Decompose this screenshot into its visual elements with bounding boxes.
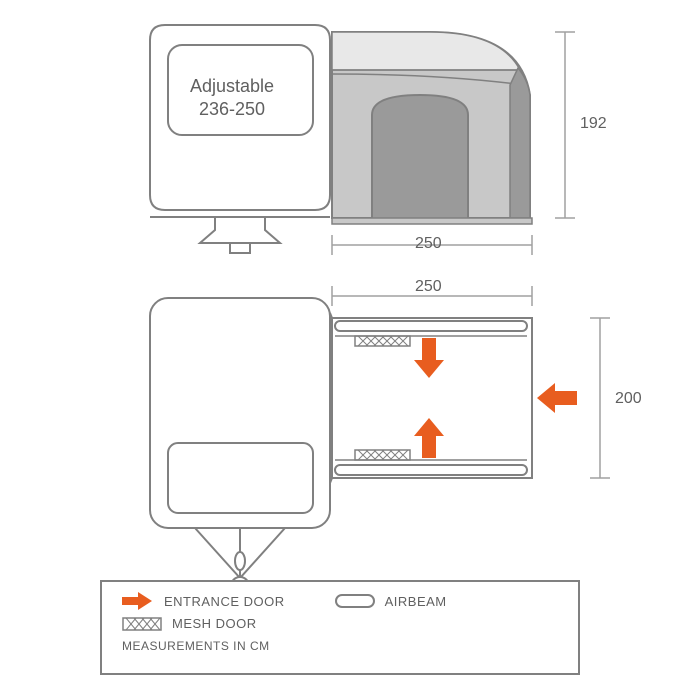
dim-height-192: 192 xyxy=(580,115,607,133)
legend-mesh: MESH DOOR xyxy=(122,616,257,631)
legend: ENTRANCE DOOR AIRBEAM xyxy=(100,580,580,675)
legend-units: MEASUREMENTS IN CM xyxy=(122,639,558,653)
legend-entrance: ENTRANCE DOOR xyxy=(122,592,285,610)
dim-depth-200: 200 xyxy=(615,390,642,408)
airbeam-icon xyxy=(335,594,375,608)
legend-entrance-label: ENTRANCE DOOR xyxy=(164,594,285,609)
plan-view xyxy=(0,268,700,588)
side-elevation xyxy=(0,0,700,270)
legend-row-2: MESH DOOR xyxy=(122,616,558,631)
dim-width-250-top: 250 xyxy=(415,278,442,296)
legend-airbeam-label: AIRBEAM xyxy=(385,594,447,609)
dim-width-250-side: 250 xyxy=(415,235,442,253)
mesh-icon xyxy=(122,617,162,631)
entrance-arrow-icon xyxy=(122,592,154,610)
legend-row-1: ENTRANCE DOOR AIRBEAM xyxy=(122,592,558,610)
legend-mesh-label: MESH DOOR xyxy=(172,616,257,631)
legend-airbeam: AIRBEAM xyxy=(335,594,447,609)
diagram-container: Adjustable236-250 192 250 xyxy=(0,0,700,700)
adjustable-label: Adjustable236-250 xyxy=(190,75,274,122)
